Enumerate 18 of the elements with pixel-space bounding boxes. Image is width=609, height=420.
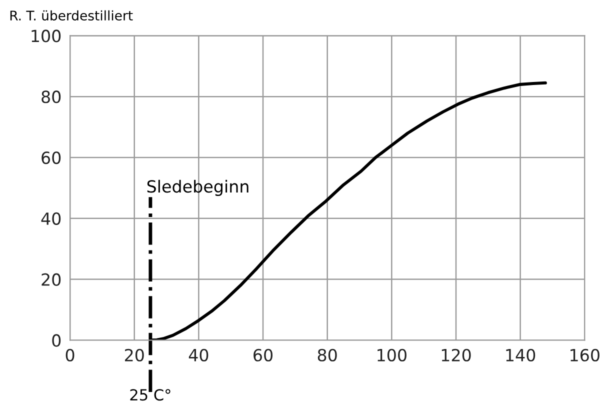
annotation: Sledebeginn (147, 180, 248, 196)
y-tick-label: 100 (32, 30, 61, 42)
x-tick-label: 140 (506, 348, 536, 362)
x-tick-label: 0 (66, 348, 74, 362)
x-tick-label: 60 (254, 348, 273, 362)
x-tick-label: 20 (124, 348, 144, 362)
x-tick-label: 80 (318, 348, 337, 362)
x-tick-label: 160 (570, 348, 600, 362)
ref-line-label: 25 C° (130, 389, 170, 401)
y-axis-title: R. T. überdestilliert (10, 10, 133, 21)
y-tick-label: 60 (42, 151, 61, 164)
y-tick-label: 80 (42, 90, 61, 104)
y-tick-label: 20 (42, 273, 61, 286)
y-tick-label: 40 (41, 212, 61, 225)
y-tick-label: 0 (52, 334, 61, 347)
x-tick-label: 120 (442, 348, 471, 362)
x-tick-label: 100 (378, 348, 406, 362)
x-tick-label: 40 (188, 348, 208, 362)
